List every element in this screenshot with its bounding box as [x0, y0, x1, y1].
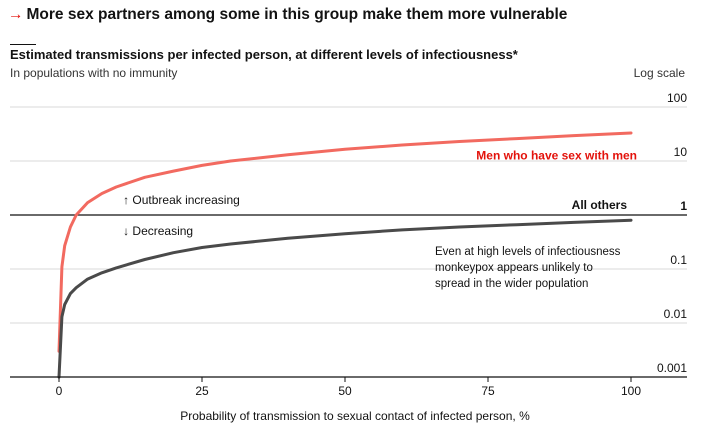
- log-scale-label: Log scale: [633, 66, 685, 80]
- outbreak-increasing-label: ↑ Outbreak increasing: [123, 193, 240, 207]
- y-tick-label: 100: [667, 91, 687, 105]
- y-tick-label: 10: [674, 145, 688, 159]
- axes: 0 25 50 75 100 Probability of transmission to…: [10, 376, 687, 423]
- y-tick-label: 0.001: [657, 361, 687, 375]
- y-tick-label: 1: [680, 199, 687, 213]
- arrow-right-icon: →: [8, 6, 24, 23]
- series-label-msm: Men who have sex with men: [476, 149, 637, 163]
- series-line-msm: [57, 131, 633, 353]
- x-tick-label: 100: [621, 384, 641, 398]
- series-label-all-others: All others: [572, 198, 628, 212]
- series-lines: [57, 131, 633, 379]
- x-axis-label: Probability of transmission to sexual co…: [180, 409, 530, 423]
- x-tick-label: 25: [195, 384, 209, 398]
- x-tick-label: 75: [481, 384, 495, 398]
- decreasing-label: ↓ Decreasing: [123, 224, 193, 238]
- annotation-line: spread in the wider population: [435, 278, 588, 290]
- annotation-line: Even at high levels of infectiousness: [435, 246, 621, 258]
- title-rule: [10, 44, 36, 45]
- threshold-line-group: ↑ Outbreak increasing ↓ Decreasing: [10, 193, 687, 238]
- x-tick-label: 50: [338, 384, 352, 398]
- chart-title: Estimated transmissions per infected per…: [10, 47, 518, 62]
- headline-text: More sex partners among some in this gro…: [26, 6, 568, 23]
- gridlines: [10, 106, 687, 324]
- chart-subtitle: In populations with no immunity: [10, 66, 178, 80]
- series-line-all-others: [57, 218, 633, 379]
- x-tick-label: 0: [56, 384, 63, 398]
- annotation-line: monkeypox appears unlikely to: [435, 262, 593, 274]
- chart-labels: 0.001 0.01 0.1 1 10 100 Men who have sex with …: [435, 91, 687, 375]
- y-tick-label: 0.1: [670, 253, 687, 267]
- y-tick-label: 0.01: [664, 307, 688, 321]
- headline: → More sex partners among some in this gr…: [8, 6, 567, 24]
